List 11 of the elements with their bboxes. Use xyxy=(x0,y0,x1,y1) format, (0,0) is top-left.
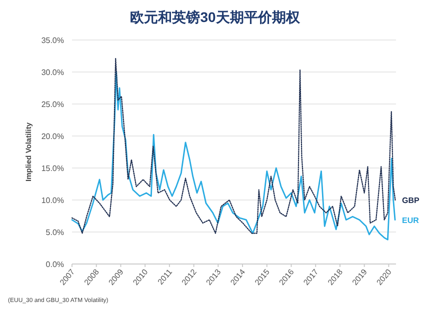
y-tick-label: 35.0% xyxy=(41,36,64,45)
series-label: EUR xyxy=(402,216,420,225)
y-tick-label: 5.0% xyxy=(46,228,64,237)
y-tick-label: 30.0% xyxy=(41,68,64,77)
y-tick-label: 15.0% xyxy=(41,164,64,173)
series-label: GBP xyxy=(402,196,420,205)
title: 欧元和英镑30天期平价期权 xyxy=(130,9,300,25)
y-tick-label: 20.0% xyxy=(41,132,64,141)
y-tick-label: 10.0% xyxy=(41,196,64,205)
y-tick-label: 25.0% xyxy=(41,100,64,109)
y-tick-label: 0.0% xyxy=(46,260,64,269)
